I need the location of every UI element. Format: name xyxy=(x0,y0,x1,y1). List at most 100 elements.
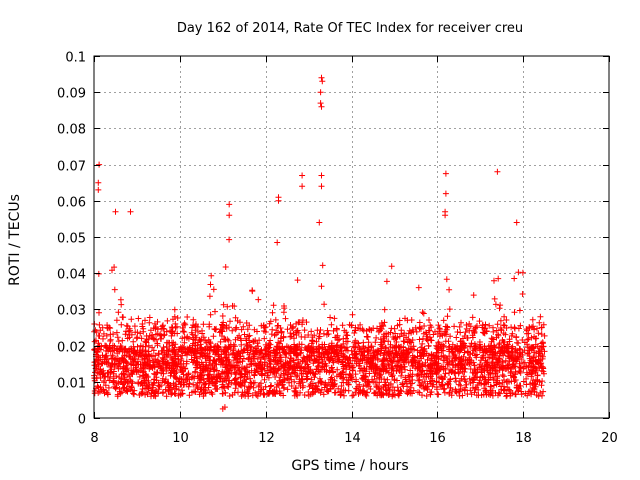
data-point xyxy=(352,351,359,357)
y-tick-label: 0.09 xyxy=(57,87,86,102)
data-point xyxy=(165,351,172,357)
data-point xyxy=(172,320,179,327)
data-point xyxy=(538,331,545,338)
data-point xyxy=(494,168,501,175)
data-point xyxy=(202,381,209,387)
data-point xyxy=(435,355,442,362)
data-point xyxy=(458,357,465,364)
data-point xyxy=(380,335,387,342)
data-point xyxy=(443,355,450,362)
data-point xyxy=(328,321,335,328)
x-tick-label: 18 xyxy=(515,431,532,446)
data-point xyxy=(265,348,272,355)
data-point xyxy=(294,277,301,284)
data-point xyxy=(440,363,447,370)
data-point xyxy=(340,335,347,342)
data-point xyxy=(486,322,493,329)
data-point xyxy=(501,339,508,346)
data-point xyxy=(492,301,499,308)
data-point xyxy=(327,385,334,392)
data-point xyxy=(291,369,297,376)
data-point xyxy=(280,346,286,353)
data-point xyxy=(183,358,190,365)
data-point xyxy=(442,329,449,336)
data-point xyxy=(161,326,168,332)
data-point xyxy=(242,366,249,373)
data-point xyxy=(119,355,126,362)
data-point xyxy=(323,331,330,338)
data-point xyxy=(128,378,135,385)
data-point xyxy=(205,353,212,360)
data-point xyxy=(420,310,427,317)
data-point xyxy=(294,365,301,372)
data-point xyxy=(442,370,449,377)
data-point xyxy=(112,208,119,215)
data-point xyxy=(225,384,232,390)
data-point xyxy=(206,293,213,300)
data-point xyxy=(403,351,410,358)
data-point xyxy=(476,364,483,371)
data-point xyxy=(306,352,313,359)
data-point xyxy=(224,303,231,310)
data-point xyxy=(219,321,225,328)
data-point xyxy=(316,219,323,226)
data-point xyxy=(325,354,332,361)
data-point xyxy=(223,377,230,384)
data-point xyxy=(344,347,351,354)
data-point xyxy=(499,372,506,378)
data-point xyxy=(417,367,424,374)
data-point xyxy=(177,391,184,398)
data-point xyxy=(495,331,502,338)
data-point xyxy=(298,333,305,340)
data-point xyxy=(441,385,448,392)
data-point xyxy=(137,380,144,387)
data-point xyxy=(280,334,287,341)
data-point xyxy=(339,322,346,329)
data-point xyxy=(302,344,309,351)
data-point xyxy=(451,323,458,330)
data-point xyxy=(531,349,538,356)
data-point xyxy=(529,370,535,377)
data-point xyxy=(227,318,233,325)
data-point xyxy=(267,358,274,365)
data-point xyxy=(108,360,115,367)
data-point xyxy=(402,376,409,383)
data-point xyxy=(288,383,295,389)
data-point xyxy=(261,376,268,383)
data-point xyxy=(279,381,286,388)
data-point xyxy=(340,353,347,360)
data-point xyxy=(414,353,421,360)
data-point xyxy=(329,364,335,371)
data-point xyxy=(225,370,232,377)
data-point xyxy=(518,388,525,395)
data-point xyxy=(519,291,526,297)
data-point xyxy=(491,295,498,302)
data-point xyxy=(380,323,387,330)
data-point xyxy=(366,363,373,370)
data-point xyxy=(199,327,205,334)
data-point xyxy=(322,350,329,357)
data-point xyxy=(515,340,522,347)
data-point xyxy=(383,278,390,285)
data-point xyxy=(445,338,452,345)
data-point xyxy=(375,328,382,335)
data-point xyxy=(333,347,340,354)
data-point xyxy=(308,376,315,383)
data-point xyxy=(377,336,384,343)
data-point xyxy=(498,383,504,390)
data-point xyxy=(409,337,416,343)
data-point xyxy=(415,389,421,396)
data-point xyxy=(210,333,217,340)
data-point xyxy=(118,375,125,382)
data-point xyxy=(457,360,464,367)
tick-marks xyxy=(94,56,610,419)
data-point xyxy=(291,343,298,350)
data-point xyxy=(416,336,423,343)
data-point xyxy=(474,323,480,329)
data-point xyxy=(113,317,120,324)
data-point xyxy=(478,369,485,376)
data-point xyxy=(427,322,434,329)
data-point xyxy=(452,355,459,362)
data-point xyxy=(121,374,128,381)
data-point xyxy=(109,352,116,359)
